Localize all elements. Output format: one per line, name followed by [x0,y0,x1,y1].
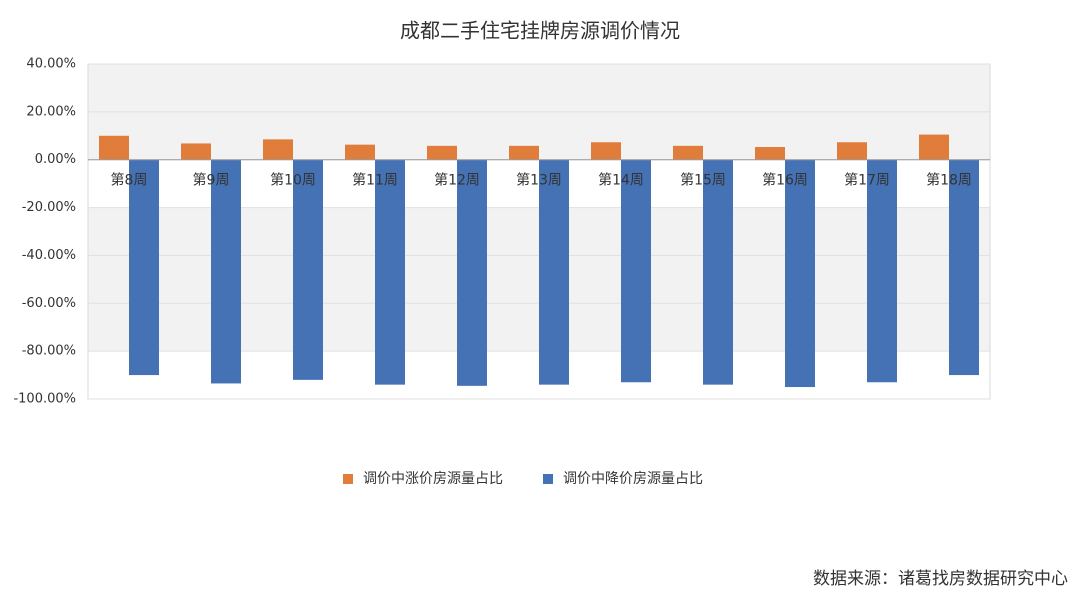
y-tick-label: -80.00% [22,344,76,359]
bar [837,142,867,160]
x-tick-label: 第12周 [434,172,480,189]
bar [867,159,897,383]
grid-band [88,64,990,112]
y-tick-label: 40.00% [26,57,76,72]
bar [949,159,979,376]
x-tick-label: 第10周 [270,172,316,189]
bar [591,142,621,160]
x-tick-label: 第16周 [762,172,808,189]
bar [293,159,323,380]
bar [785,159,815,388]
y-tick-label: 20.00% [26,104,76,119]
x-tick-label: 第11周 [352,172,398,189]
chart-title: 成都二手住宅挂牌房源调价情况 [400,19,680,43]
legend-label: 调价中涨价房源量占比 [363,471,503,487]
bar [129,159,159,376]
bar [263,139,293,160]
bar [509,145,539,160]
x-tick-label: 第13周 [516,172,562,189]
y-tick-label: -60.00% [22,296,76,311]
x-tick-label: 第18周 [926,172,972,189]
legend-swatch [343,474,353,484]
bar [427,145,457,160]
bar [621,159,651,383]
source-note: 数据来源：诸葛找房数据研究中心 [813,569,1068,589]
bar [211,159,241,384]
legend-label: 调价中降价房源量占比 [563,471,703,487]
y-tick-label: -20.00% [22,200,76,215]
bar [919,134,949,160]
y-tick-label: -40.00% [22,248,76,263]
y-tick-label: 0.00% [35,152,76,167]
x-tick-label: 第17周 [844,172,890,189]
bar [375,159,405,385]
x-tick-label: 第8周 [111,172,148,189]
bar [539,159,569,385]
bar [99,135,129,160]
bar [345,144,375,160]
x-tick-label: 第9周 [193,172,230,189]
bar [673,145,703,160]
legend-swatch [543,474,553,484]
bar [457,159,487,386]
bar [703,159,733,385]
bar [755,147,785,160]
x-tick-label: 第15周 [680,172,726,189]
x-tick-label: 第14周 [598,172,644,189]
bar [181,143,211,160]
y-tick-label: -100.00% [13,392,76,407]
